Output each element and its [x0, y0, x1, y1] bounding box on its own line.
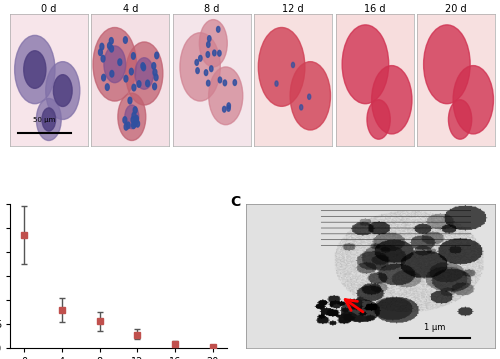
- Circle shape: [124, 123, 128, 130]
- Circle shape: [124, 75, 128, 82]
- Circle shape: [198, 55, 202, 61]
- Circle shape: [153, 69, 157, 76]
- Circle shape: [134, 115, 138, 122]
- Circle shape: [137, 81, 141, 87]
- Text: 1 μm: 1 μm: [424, 323, 446, 332]
- Circle shape: [206, 42, 210, 47]
- Circle shape: [128, 97, 132, 104]
- Circle shape: [180, 33, 220, 101]
- Circle shape: [104, 46, 126, 83]
- Title: 8 d: 8 d: [204, 4, 220, 14]
- Circle shape: [123, 117, 127, 123]
- Circle shape: [218, 77, 222, 83]
- Circle shape: [132, 84, 136, 91]
- Circle shape: [195, 60, 198, 65]
- Circle shape: [367, 100, 390, 139]
- Circle shape: [101, 55, 105, 62]
- Circle shape: [223, 80, 226, 86]
- Circle shape: [200, 20, 228, 67]
- Text: C: C: [230, 195, 241, 209]
- Circle shape: [46, 62, 80, 120]
- Circle shape: [453, 66, 494, 134]
- Circle shape: [24, 51, 46, 88]
- Circle shape: [258, 28, 305, 106]
- Circle shape: [54, 75, 72, 107]
- Circle shape: [152, 62, 156, 69]
- Circle shape: [218, 50, 221, 56]
- Circle shape: [196, 68, 200, 74]
- Circle shape: [133, 120, 137, 127]
- Circle shape: [141, 63, 145, 69]
- Circle shape: [342, 25, 388, 104]
- Circle shape: [110, 46, 114, 52]
- Circle shape: [142, 64, 146, 71]
- Circle shape: [208, 36, 211, 42]
- Circle shape: [135, 58, 154, 89]
- Title: 20 d: 20 d: [446, 4, 467, 14]
- Circle shape: [290, 62, 331, 130]
- Circle shape: [448, 100, 471, 139]
- Circle shape: [131, 117, 135, 123]
- Circle shape: [136, 121, 140, 127]
- Circle shape: [134, 117, 138, 123]
- Circle shape: [204, 70, 208, 75]
- Circle shape: [227, 106, 230, 111]
- Circle shape: [154, 74, 158, 81]
- Circle shape: [275, 81, 278, 86]
- Circle shape: [216, 27, 220, 32]
- Circle shape: [292, 62, 294, 67]
- Circle shape: [124, 37, 128, 43]
- Circle shape: [206, 52, 210, 57]
- Title: 4 d: 4 d: [122, 4, 138, 14]
- Circle shape: [14, 36, 55, 104]
- Circle shape: [372, 66, 412, 134]
- Circle shape: [424, 25, 470, 104]
- Circle shape: [126, 122, 130, 129]
- Circle shape: [130, 68, 134, 75]
- Circle shape: [100, 43, 104, 50]
- Circle shape: [222, 106, 226, 112]
- Circle shape: [126, 42, 163, 105]
- Circle shape: [233, 80, 236, 85]
- Circle shape: [132, 112, 136, 119]
- Text: 50 μm: 50 μm: [33, 117, 56, 123]
- Circle shape: [106, 84, 109, 90]
- Circle shape: [118, 93, 146, 140]
- Circle shape: [210, 66, 213, 71]
- Circle shape: [93, 28, 136, 101]
- Circle shape: [118, 59, 122, 65]
- Circle shape: [308, 94, 310, 99]
- Title: 0 d: 0 d: [41, 4, 56, 14]
- Circle shape: [208, 67, 243, 125]
- Circle shape: [146, 80, 150, 87]
- Circle shape: [110, 38, 113, 44]
- Title: 16 d: 16 d: [364, 4, 386, 14]
- Circle shape: [98, 49, 102, 56]
- Circle shape: [110, 70, 114, 77]
- Circle shape: [132, 53, 136, 59]
- Circle shape: [206, 80, 210, 86]
- Circle shape: [102, 74, 105, 81]
- Circle shape: [212, 50, 216, 56]
- Title: 12 d: 12 d: [282, 4, 304, 14]
- Circle shape: [108, 42, 112, 49]
- Circle shape: [132, 122, 136, 129]
- Circle shape: [227, 103, 230, 109]
- Circle shape: [42, 108, 56, 131]
- Circle shape: [36, 98, 61, 140]
- Circle shape: [155, 52, 158, 59]
- Circle shape: [133, 107, 137, 113]
- Circle shape: [300, 105, 303, 110]
- Circle shape: [152, 83, 156, 90]
- Circle shape: [125, 105, 139, 129]
